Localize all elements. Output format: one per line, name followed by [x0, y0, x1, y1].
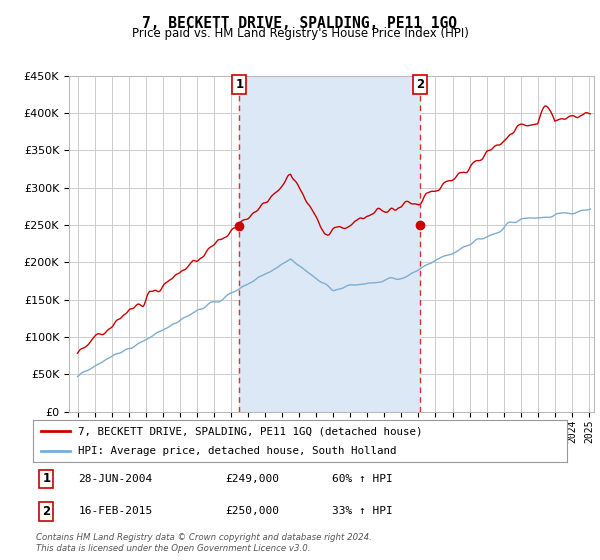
Text: 2: 2: [416, 78, 425, 91]
Text: 16-FEB-2015: 16-FEB-2015: [79, 506, 152, 516]
Text: 28-JUN-2004: 28-JUN-2004: [79, 474, 152, 484]
Text: £250,000: £250,000: [225, 506, 279, 516]
Text: HPI: Average price, detached house, South Holland: HPI: Average price, detached house, Sout…: [79, 446, 397, 456]
Text: 1: 1: [235, 78, 244, 91]
Text: Contains HM Land Registry data © Crown copyright and database right 2024.
This d: Contains HM Land Registry data © Crown c…: [36, 533, 372, 553]
Text: 7, BECKETT DRIVE, SPALDING, PE11 1GQ: 7, BECKETT DRIVE, SPALDING, PE11 1GQ: [143, 16, 458, 31]
Text: 7, BECKETT DRIVE, SPALDING, PE11 1GQ (detached house): 7, BECKETT DRIVE, SPALDING, PE11 1GQ (de…: [79, 426, 423, 436]
Text: 1: 1: [42, 473, 50, 486]
Text: 33% ↑ HPI: 33% ↑ HPI: [332, 506, 393, 516]
Text: Price paid vs. HM Land Registry's House Price Index (HPI): Price paid vs. HM Land Registry's House …: [131, 27, 469, 40]
Text: £249,000: £249,000: [225, 474, 279, 484]
Text: 2: 2: [42, 505, 50, 517]
Text: 60% ↑ HPI: 60% ↑ HPI: [332, 474, 393, 484]
Bar: [239, 76, 421, 412]
